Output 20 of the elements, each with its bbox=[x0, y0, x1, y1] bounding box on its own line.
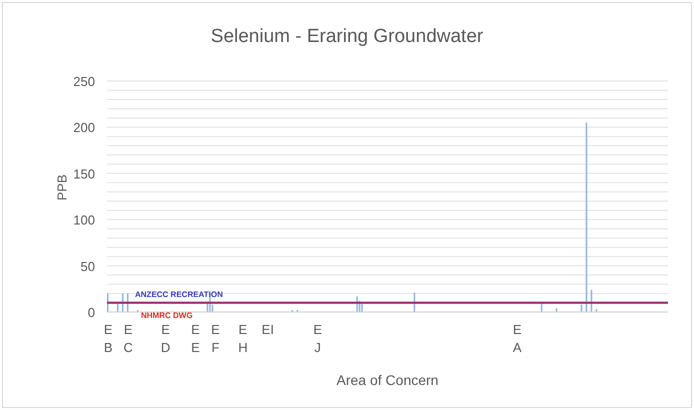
y-tick-label: 0 bbox=[88, 305, 95, 320]
x-tick-label: E H bbox=[238, 322, 248, 355]
y-tick-label: 250 bbox=[73, 74, 95, 89]
x-axis-title: Area of Concern bbox=[336, 372, 440, 388]
x-tick-label: EI bbox=[262, 322, 274, 337]
x-tick-label: E A bbox=[512, 322, 522, 355]
y-tick-label: 150 bbox=[73, 166, 95, 182]
x-tick-label: E B bbox=[104, 322, 113, 355]
ref-line-label: ANZECC RECREATION bbox=[135, 290, 224, 299]
x-tick-label: E D bbox=[160, 322, 170, 355]
y-axis-title: PPB bbox=[54, 174, 70, 203]
y-tick-label: 50 bbox=[80, 258, 95, 274]
ref-line-label: NHMRC DWG bbox=[141, 310, 193, 320]
x-tick-label: E J bbox=[313, 322, 322, 355]
x-tick-label: E F bbox=[211, 322, 220, 355]
x-tick-label: E E bbox=[191, 322, 200, 355]
chart-title: Selenium - Eraring Groundwater bbox=[210, 26, 484, 48]
x-tick-label: E C bbox=[124, 322, 133, 355]
y-tick-label: 200 bbox=[73, 120, 95, 136]
y-tick-label: 100 bbox=[73, 212, 95, 228]
